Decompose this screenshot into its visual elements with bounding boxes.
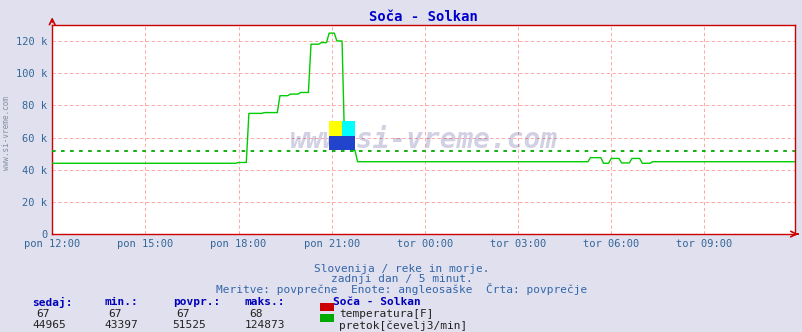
Bar [342,122,354,136]
Text: maks.:: maks.: [245,297,285,307]
Text: povpr.:: povpr.: [172,297,220,307]
Text: www.si-vreme.com: www.si-vreme.com [2,96,11,170]
Text: 67: 67 [36,309,50,319]
Title: Soča - Solkan: Soča - Solkan [369,10,477,24]
Text: 67: 67 [176,309,190,319]
Text: pretok[čevelj3/min]: pretok[čevelj3/min] [338,320,467,331]
Text: sedaj:: sedaj: [32,297,72,308]
Bar [329,122,342,136]
Text: www.si-vreme.com: www.si-vreme.com [290,126,557,154]
Text: 44965: 44965 [32,320,66,330]
Text: min.:: min.: [104,297,138,307]
Text: 43397: 43397 [104,320,138,330]
Text: temperatura[F]: temperatura[F] [338,309,433,319]
Bar [329,136,354,150]
Text: Meritve: povprečne  Enote: angleosaške  Črta: povprečje: Meritve: povprečne Enote: angleosaške Čr… [216,283,586,295]
Text: 124873: 124873 [245,320,285,330]
Text: Slovenija / reke in morje.: Slovenija / reke in morje. [314,264,488,274]
Text: 67: 67 [108,309,122,319]
Text: 68: 68 [249,309,262,319]
Text: zadnji dan / 5 minut.: zadnji dan / 5 minut. [330,274,472,284]
Text: 51525: 51525 [172,320,206,330]
Text: Soča - Solkan: Soča - Solkan [333,297,420,307]
